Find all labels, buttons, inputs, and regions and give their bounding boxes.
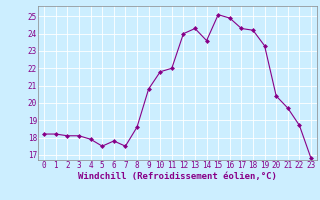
- X-axis label: Windchill (Refroidissement éolien,°C): Windchill (Refroidissement éolien,°C): [78, 172, 277, 181]
